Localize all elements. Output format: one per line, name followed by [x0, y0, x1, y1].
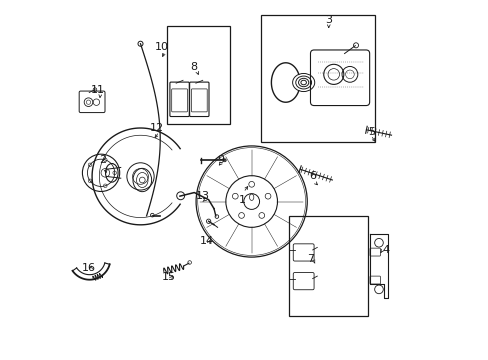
Text: 10: 10 — [155, 42, 169, 52]
Text: 5: 5 — [367, 127, 374, 136]
Text: 9: 9 — [217, 155, 224, 165]
Text: 8: 8 — [190, 62, 198, 72]
Text: 13: 13 — [196, 191, 210, 201]
Text: 16: 16 — [81, 263, 95, 273]
Text: 4: 4 — [382, 245, 389, 255]
Text: 11: 11 — [90, 85, 104, 95]
Bar — [289, 216, 367, 316]
Text: 14: 14 — [200, 236, 213, 246]
Text: 6: 6 — [308, 171, 315, 181]
Text: 3: 3 — [325, 15, 331, 26]
Text: 1: 1 — [239, 195, 245, 205]
Text: 12: 12 — [149, 123, 163, 133]
Text: 7: 7 — [306, 254, 314, 264]
Text: 2: 2 — [99, 155, 106, 165]
Text: 15: 15 — [162, 272, 176, 282]
Bar — [167, 26, 230, 125]
Bar — [260, 15, 375, 142]
